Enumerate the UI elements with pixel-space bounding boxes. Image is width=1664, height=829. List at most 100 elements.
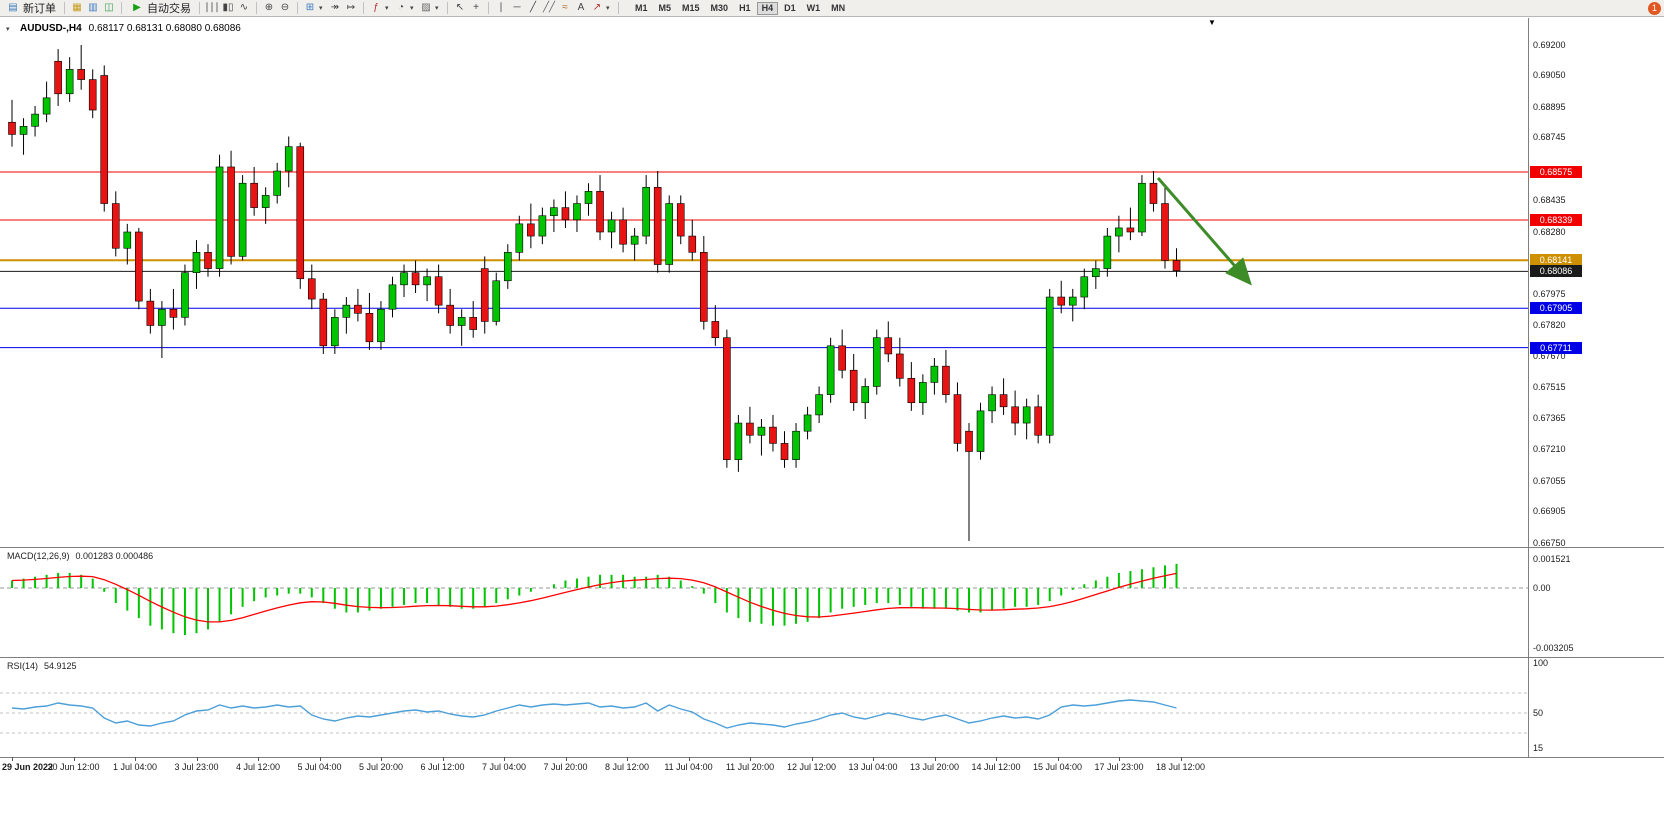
candle-body: [146, 300, 155, 326]
candle-body: [815, 394, 823, 416]
time-tick: [1180, 757, 1182, 761]
time-label: 5 Jul 20:00: [358, 762, 404, 772]
toolbar-separator: [447, 2, 448, 14]
tile-windows-icon[interactable]: ⊞: [305, 2, 315, 13]
bar-chart-icon[interactable]: ∣∣∣: [204, 2, 220, 13]
rsi-name: RSI(14): [7, 661, 39, 671]
price-tick: 0.67210: [1533, 444, 1566, 455]
vertical-line-icon[interactable]: ∣: [498, 2, 504, 13]
data-window-icon[interactable]: ▥: [88, 2, 98, 13]
dropdown-caret-icon[interactable]: ▾: [319, 5, 323, 12]
candle-body: [1092, 268, 1100, 278]
candle-body: [573, 203, 581, 221]
candle-body: [1045, 296, 1054, 436]
text-tool-icon[interactable]: A: [577, 2, 585, 13]
period-icon[interactable]: ◔: [397, 2, 405, 13]
rsi-value: 54.9125: [44, 661, 77, 671]
time-label: 4 Jul 12:00: [235, 762, 281, 772]
time-tick: [135, 757, 136, 761]
dropdown-caret-icon[interactable]: ▾: [385, 5, 389, 12]
cursor-icon[interactable]: ↖: [455, 2, 465, 13]
notification-icon[interactable]: 1: [1648, 1, 1661, 15]
price-chart[interactable]: [0, 18, 1528, 548]
tf-m30-button[interactable]: M30: [706, 2, 734, 15]
tf-d1-button[interactable]: D1: [779, 2, 801, 15]
candle-body: [953, 394, 962, 444]
price-level-badge[interactable]: 0.67905: [1530, 302, 1582, 315]
macd-tick: 0.001521: [1533, 554, 1571, 565]
candle-body: [607, 219, 616, 233]
price-level-badge[interactable]: 0.68339: [1530, 214, 1582, 226]
arrows-tool-icon[interactable]: ↗: [592, 2, 602, 13]
macd-panel[interactable]: [0, 549, 1528, 657]
time-label: 6 Jul 12:00: [420, 762, 465, 772]
dropdown-caret-icon[interactable]: ▾: [435, 5, 439, 12]
candle-body: [31, 113, 39, 127]
candle-body: [642, 186, 650, 237]
price-level-badge[interactable]: 0.68141: [1530, 254, 1582, 267]
candle-body: [1022, 406, 1031, 424]
dropdown-caret-icon[interactable]: ▾: [410, 5, 414, 12]
chart-shift-icon[interactable]: ↦: [346, 2, 356, 13]
candle-body: [1034, 406, 1042, 436]
tf-h4-button[interactable]: H4: [756, 1, 779, 15]
candle-body: [469, 317, 478, 330]
auto-scroll-icon[interactable]: ↠: [330, 2, 340, 13]
crosshair-icon[interactable]: +: [473, 2, 479, 13]
candle-body: [77, 69, 85, 80]
candle-body: [584, 191, 593, 204]
candle-body: [976, 410, 985, 452]
price-tick: 0.66905: [1533, 506, 1566, 517]
tf-mn-button[interactable]: MN: [826, 2, 850, 15]
price-level-badge[interactable]: 0.68575: [1530, 166, 1582, 179]
template-icon[interactable]: ▨: [421, 2, 431, 13]
panel-separator[interactable]: [0, 547, 1664, 548]
price-level-badge[interactable]: 0.67711: [1530, 341, 1582, 354]
price-tick: 0.67820: [1533, 320, 1566, 331]
candle-body: [192, 252, 201, 273]
candle-body: [780, 443, 789, 460]
channel-icon[interactable]: ╱╱: [542, 2, 556, 13]
panel-separator[interactable]: [0, 657, 1664, 658]
candle-body: [135, 231, 143, 302]
chart-shift-marker-icon[interactable]: ▼: [1208, 18, 1216, 27]
time-tick: [381, 757, 382, 761]
market-watch-icon[interactable]: ▦: [72, 2, 82, 13]
symbol-caret-icon[interactable]: ▾: [6, 25, 10, 33]
trendline-icon[interactable]: ╱: [529, 2, 537, 13]
tf-m5-button[interactable]: M5: [654, 2, 677, 15]
candle-body: [158, 308, 166, 326]
navigator-icon[interactable]: ◫: [104, 2, 114, 13]
time-label: 30 Jun 12:00: [47, 762, 100, 772]
candle-body: [8, 121, 16, 135]
fibonacci-icon[interactable]: ≈: [562, 2, 568, 13]
autotrade-button[interactable]: ▶ 自动交易: [127, 1, 194, 16]
time-label: 7 Jul 20:00: [543, 762, 588, 772]
line-chart-icon[interactable]: ∿: [239, 2, 249, 13]
tf-m15-button[interactable]: M15: [677, 2, 705, 15]
price-tick: 0.66750: [1533, 537, 1566, 548]
trend-arrow-annotation[interactable]: [1156, 177, 1252, 286]
dropdown-caret-icon[interactable]: ▾: [606, 5, 610, 12]
bid-price-badge[interactable]: 0.68086: [1530, 265, 1582, 278]
new-order-button[interactable]: ▤ 新订单: [3, 1, 59, 16]
candlestick-chart-icon[interactable]: ▮▯: [222, 2, 234, 13]
candle-body: [446, 304, 454, 326]
tf-w1-button[interactable]: W1: [802, 2, 826, 15]
candle-body: [503, 252, 512, 282]
time-label: 3 Jul 23:00: [174, 762, 219, 772]
candle-body: [19, 126, 28, 135]
candle-body: [238, 182, 247, 257]
tf-h1-button[interactable]: H1: [734, 2, 756, 15]
tf-m1-button[interactable]: M1: [630, 2, 653, 15]
zoom-in-icon[interactable]: ⊕: [264, 2, 274, 13]
indicators-icon[interactable]: ƒ: [373, 2, 379, 13]
rsi-panel[interactable]: [0, 659, 1528, 757]
horizontal-line-icon[interactable]: ─: [513, 2, 521, 13]
zoom-out-icon[interactable]: ⊖: [280, 2, 290, 13]
candle-body: [942, 365, 950, 395]
level-lines[interactable]: [0, 171, 1528, 349]
time-tick: [565, 757, 567, 761]
price-tick: 0.67975: [1533, 288, 1566, 299]
candle-body: [723, 337, 731, 460]
